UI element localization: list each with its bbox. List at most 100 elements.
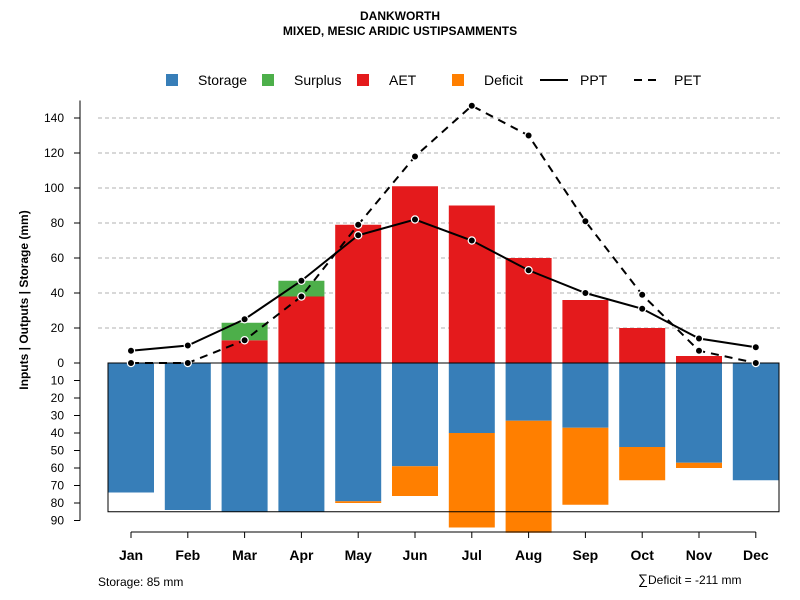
bar-storage-dec (732, 363, 779, 481)
bar-aet-nov (676, 356, 722, 363)
y-tick-label: 100 (44, 181, 64, 195)
point-pet (524, 131, 533, 140)
x-tick-label: Aug (515, 547, 542, 563)
x-tick-label: Jan (119, 547, 143, 563)
y-tick-label: 20 (51, 321, 65, 335)
x-tick-label: Dec (743, 547, 769, 563)
deficit-total-note: ∑Deficit = -211 mm (638, 571, 741, 587)
bar-deficit-jun (392, 466, 438, 496)
bar-aet-oct (619, 328, 666, 363)
point-pet (467, 101, 476, 110)
point-ppt (694, 334, 704, 343)
x-tick-label: May (345, 547, 372, 563)
bar-storage-jun (392, 363, 438, 467)
bar-storage-jan (108, 363, 154, 493)
line-ppt (130, 218, 756, 352)
y-tick-label: 70 (51, 479, 65, 493)
bars (108, 186, 779, 533)
point-ppt (638, 304, 647, 313)
point-pet (126, 358, 136, 368)
point-ppt (751, 343, 761, 352)
legend-storage-label: Storage (198, 72, 247, 88)
point-ppt (297, 276, 306, 285)
y-tick-label: 0 (57, 356, 64, 370)
bar-surplus-apr (278, 280, 325, 297)
y-tick-label: 120 (44, 146, 64, 160)
bar-deficit-sep (562, 427, 609, 505)
y-tick-label: 50 (51, 444, 65, 458)
point-pet (694, 346, 704, 355)
y-tick-label: 40 (51, 426, 65, 440)
bar-storage-aug (505, 363, 552, 421)
legend-storage-swatch (166, 74, 178, 86)
x-tick-label: Nov (686, 547, 713, 563)
tick-labels: Jan Feb Mar Apr May Jun Jul Aug Sep Oct Nov Dec 0 20 4… (44, 111, 769, 563)
point-pet (354, 220, 363, 229)
point-pet (751, 358, 761, 368)
bar-aet-mar (221, 340, 268, 363)
point-ppt (467, 236, 476, 245)
y-tick-label: 90 (51, 514, 65, 528)
y-tick-label: 140 (44, 111, 64, 125)
point-ppt (354, 231, 363, 240)
legend-aet-label: AET (389, 72, 417, 88)
legend-pet-label: PET (674, 72, 702, 88)
bar-deficit-aug (505, 420, 552, 533)
legend-ppt-label: PPT (580, 72, 608, 88)
bar-storage-apr (278, 363, 325, 512)
y-tick-label: 80 (51, 496, 65, 510)
y-tick-label: 60 (51, 461, 65, 475)
point-ppt (126, 346, 136, 355)
x-tick-label: Jul (462, 547, 482, 563)
gridlines (98, 117, 780, 329)
legend-deficit-label: Deficit (484, 72, 523, 88)
bar-deficit-nov (676, 462, 722, 468)
bar-aet-jul (448, 205, 495, 363)
x-tick-label: Jun (403, 547, 428, 563)
y-axis-label: Inputs | Outputs | Storage (mm) (17, 210, 31, 389)
bar-storage-may (335, 363, 382, 502)
point-pet (240, 336, 249, 345)
chart-title: DANKWORTH (360, 9, 440, 23)
bar-deficit-oct (619, 447, 666, 481)
y-tick-label: 60 (51, 251, 65, 265)
bar-storage-nov (676, 363, 722, 463)
bar-aet-apr (278, 296, 325, 363)
legend-surplus-swatch (262, 74, 274, 86)
sum-icon: ∑ (638, 571, 648, 587)
point-ppt (581, 288, 590, 298)
legend-surplus-label: Surplus (294, 72, 341, 88)
bar-surplus-mar (221, 322, 268, 341)
y-tick-label: 40 (51, 286, 65, 300)
x-tick-label: Sep (573, 547, 599, 563)
x-tick-label: Mar (232, 547, 257, 563)
y-tick-label: 80 (51, 216, 65, 230)
bar-deficit-jul (448, 433, 495, 528)
point-pet (638, 290, 647, 299)
axes (74, 100, 780, 538)
point-ppt (240, 315, 249, 324)
storage-capacity-note: Storage: 85 mm (98, 575, 184, 589)
y-tick-label: 20 (51, 391, 65, 405)
point-ppt (524, 266, 533, 275)
lines (126, 101, 761, 368)
legend-aet-swatch (357, 74, 369, 86)
point-pet (581, 217, 590, 226)
bar-deficit-may (335, 501, 382, 503)
bar-aet-sep (562, 300, 609, 363)
y-tick-label: 30 (51, 409, 65, 423)
bar-storage-mar (221, 363, 268, 512)
point-ppt (183, 341, 192, 350)
deficit-total-text: Deficit = -211 mm (647, 573, 742, 587)
chart-subtitle: MIXED, MESIC ARIDIC USTIPSAMMENTS (282, 24, 518, 38)
bar-storage-jul (448, 363, 495, 433)
legend: Storage Surplus AET Deficit PPT PET (166, 72, 702, 88)
bar-storage-feb (164, 363, 211, 510)
x-tick-label: Oct (631, 547, 655, 563)
x-tick-label: Apr (289, 547, 314, 563)
line-pet (131, 104, 757, 364)
point-pet (183, 358, 192, 368)
legend-deficit-swatch (452, 74, 464, 86)
y-tick-label: 10 (51, 374, 65, 388)
